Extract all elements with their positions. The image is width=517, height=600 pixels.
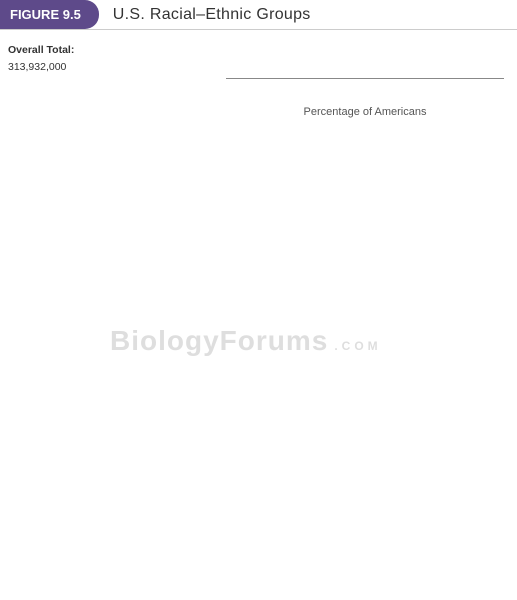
x-axis bbox=[226, 78, 504, 104]
overall-label: Overall Total: bbox=[8, 44, 122, 58]
figure-number-tab: FIGURE 9.5 bbox=[0, 0, 99, 29]
figure-title: U.S. Racial–Ethnic Groups bbox=[99, 0, 311, 29]
overall-value: 313,932,000 bbox=[8, 61, 122, 75]
x-axis-title: Percentage of Americans bbox=[226, 104, 504, 118]
watermark: BiologyForums.COM bbox=[110, 325, 382, 357]
overall-total-section: Overall Total: 313,932,000 bbox=[0, 40, 517, 78]
chart-body: BiologyForums.COM Overall Total: 313,932… bbox=[0, 30, 517, 118]
figure-header: FIGURE 9.5 U.S. Racial–Ethnic Groups bbox=[0, 0, 517, 30]
